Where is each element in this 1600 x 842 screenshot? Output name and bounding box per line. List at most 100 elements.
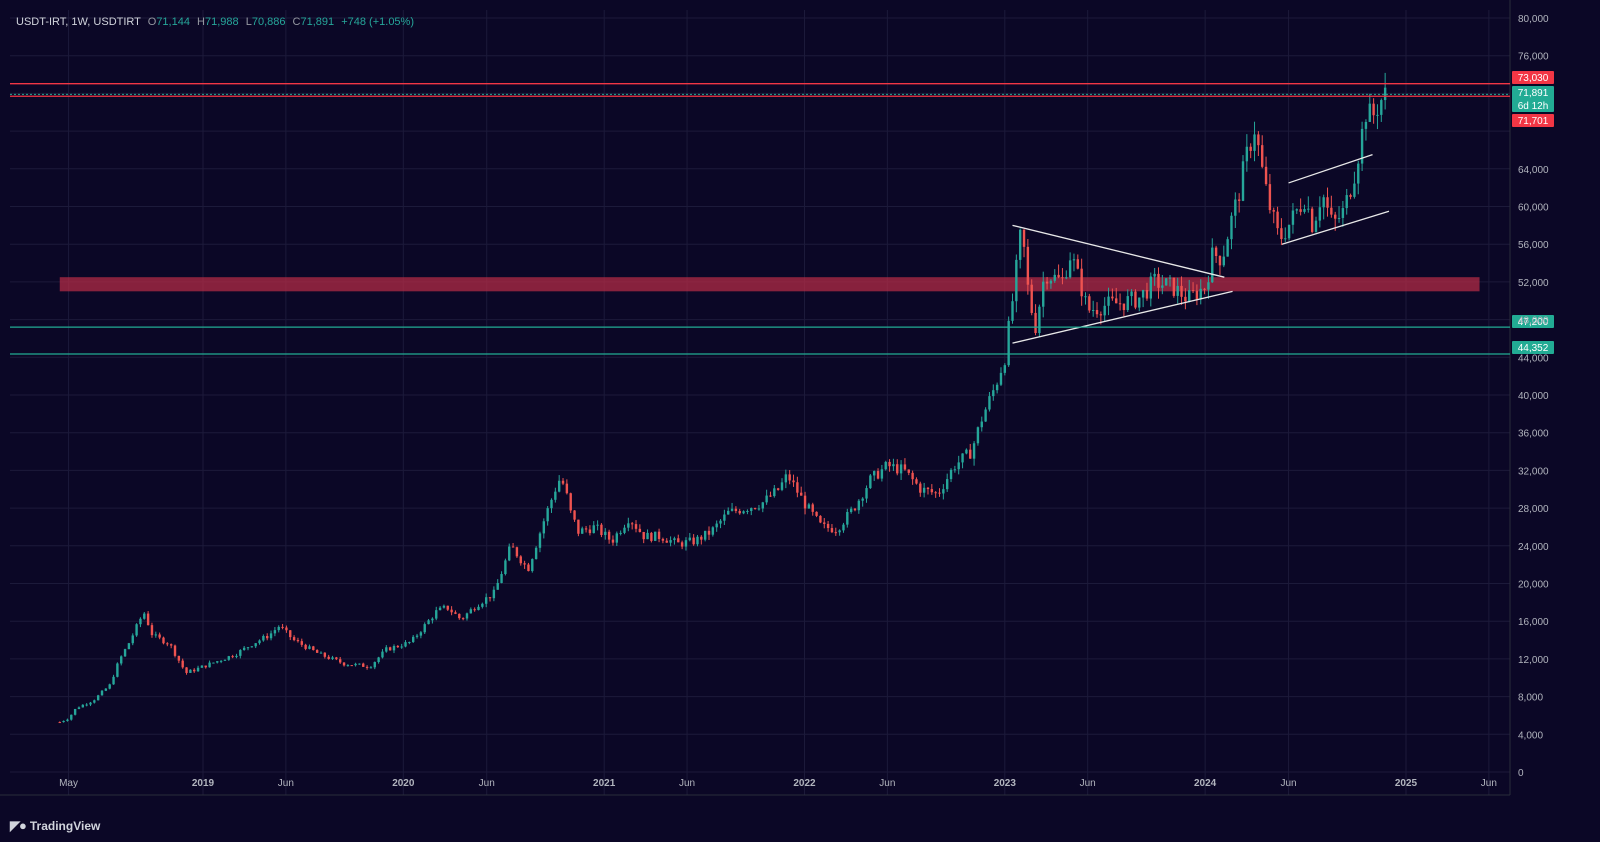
candle-body: [461, 618, 465, 620]
price-tick-label: 76,000: [1518, 52, 1549, 63]
candle-body: [734, 508, 738, 512]
tradingview-brand[interactable]: ◤● TradingView: [10, 818, 100, 834]
candle-body: [1072, 259, 1076, 261]
candle-body: [166, 643, 169, 645]
candle-body: [1353, 183, 1356, 197]
candle-body: [396, 646, 400, 648]
candle-body: [727, 510, 730, 515]
candle-body: [388, 647, 392, 651]
candle-body: [627, 523, 630, 528]
candle-body: [596, 524, 599, 526]
candle-body: [304, 644, 307, 649]
candle-body: [423, 624, 426, 633]
candle-body: [619, 532, 622, 534]
candle-body: [81, 704, 85, 708]
candle-body: [665, 540, 668, 543]
candle-body: [1057, 274, 1060, 278]
candle-body: [1015, 259, 1018, 302]
price-tick-label: 12,000: [1518, 655, 1549, 666]
candle-body: [1053, 274, 1056, 281]
time-axis-labels[interactable]: May 2019 Jun 2020 Jun 2021 Jun 2022 Jun 2023 Jun 20…: [59, 778, 1497, 789]
candle-body: [411, 636, 415, 642]
candle-body: [342, 662, 346, 666]
high-value: 71,988: [204, 16, 239, 28]
candle-body: [642, 531, 645, 540]
candle-body: [469, 609, 473, 614]
price-label-2: 71,891 6d 12h: [1512, 86, 1554, 112]
candle-body: [1214, 247, 1218, 257]
price-tick-label: 44,000: [1518, 353, 1549, 364]
candle-body: [431, 618, 434, 621]
candle-body: [1264, 166, 1268, 185]
supply-zone[interactable]: [59, 277, 1480, 292]
candle-body: [750, 508, 753, 511]
candle-body: [876, 471, 880, 479]
candle-body: [654, 531, 657, 541]
candle-body: [331, 657, 334, 659]
candle-body: [765, 495, 768, 503]
candle-body: [354, 663, 357, 666]
trendline-1[interactable]: [1012, 224, 1225, 278]
time-tick-label: Jun: [1080, 778, 1096, 789]
candle-body: [419, 632, 423, 636]
candle-body: [58, 722, 61, 724]
candle-body: [219, 660, 223, 662]
candle-body: [1164, 278, 1168, 286]
candle-body: [657, 531, 661, 539]
candle-body: [200, 665, 204, 668]
candle-body: [350, 665, 353, 667]
trendline-4[interactable]: [1281, 210, 1390, 245]
candle-body: [285, 627, 288, 631]
candle-body: [919, 483, 922, 493]
price-label-3: 71,701: [1512, 114, 1554, 127]
candle-body: [534, 547, 538, 560]
price-axis-labels[interactable]: 0 4,000 8,000 12,000 16,000 20,000 24,000 28,00…: [1518, 14, 1549, 779]
candle-body: [1138, 297, 1141, 308]
candle-body: [465, 613, 469, 619]
candle-body: [504, 560, 507, 575]
candle-body: [250, 646, 254, 648]
candle-body: [154, 634, 158, 636]
candle-body: [385, 647, 388, 652]
candle-body: [592, 525, 595, 534]
time-tick-label: Jun: [479, 778, 495, 789]
candle-body: [849, 508, 853, 513]
candle-body: [181, 660, 184, 668]
time-tick-label: 2020: [392, 778, 415, 789]
candle-body: [477, 606, 480, 611]
candle-body: [392, 646, 396, 651]
price-tick-label: 60,000: [1518, 203, 1549, 214]
candle-body: [1314, 220, 1318, 232]
candle-body: [277, 626, 280, 631]
candle-body: [826, 523, 830, 529]
candle-body: [538, 533, 542, 548]
trendline-2[interactable]: [1012, 290, 1233, 344]
candle-body: [715, 523, 718, 528]
candle-body: [492, 589, 496, 599]
candle-body: [300, 641, 303, 645]
candle-body: [177, 655, 181, 661]
candle-body: [1207, 282, 1210, 290]
close-value: 71,891: [300, 16, 335, 28]
candle-body: [1253, 134, 1256, 151]
candle-body: [1291, 210, 1295, 225]
candle-body: [607, 531, 611, 540]
symbol-label: USDT-IRT, 1W, USDTIRT: [16, 16, 141, 28]
candle-body: [511, 546, 515, 548]
candle-body: [669, 540, 672, 543]
candle-body: [1126, 296, 1129, 311]
candle-body: [1199, 288, 1202, 300]
time-tick-label: Jun: [879, 778, 895, 789]
trendline-3[interactable]: [1288, 154, 1373, 184]
candle-body: [846, 512, 849, 525]
candle-body: [872, 471, 876, 476]
candle-body: [1330, 207, 1333, 215]
price-tick-label: 0: [1518, 768, 1524, 779]
candle-body: [1287, 224, 1291, 239]
candle-body: [1022, 229, 1026, 247]
candle-body: [761, 502, 764, 509]
high-label: H: [197, 16, 205, 28]
candle-body: [1310, 208, 1314, 232]
price-tick-label: 64,000: [1518, 165, 1549, 176]
